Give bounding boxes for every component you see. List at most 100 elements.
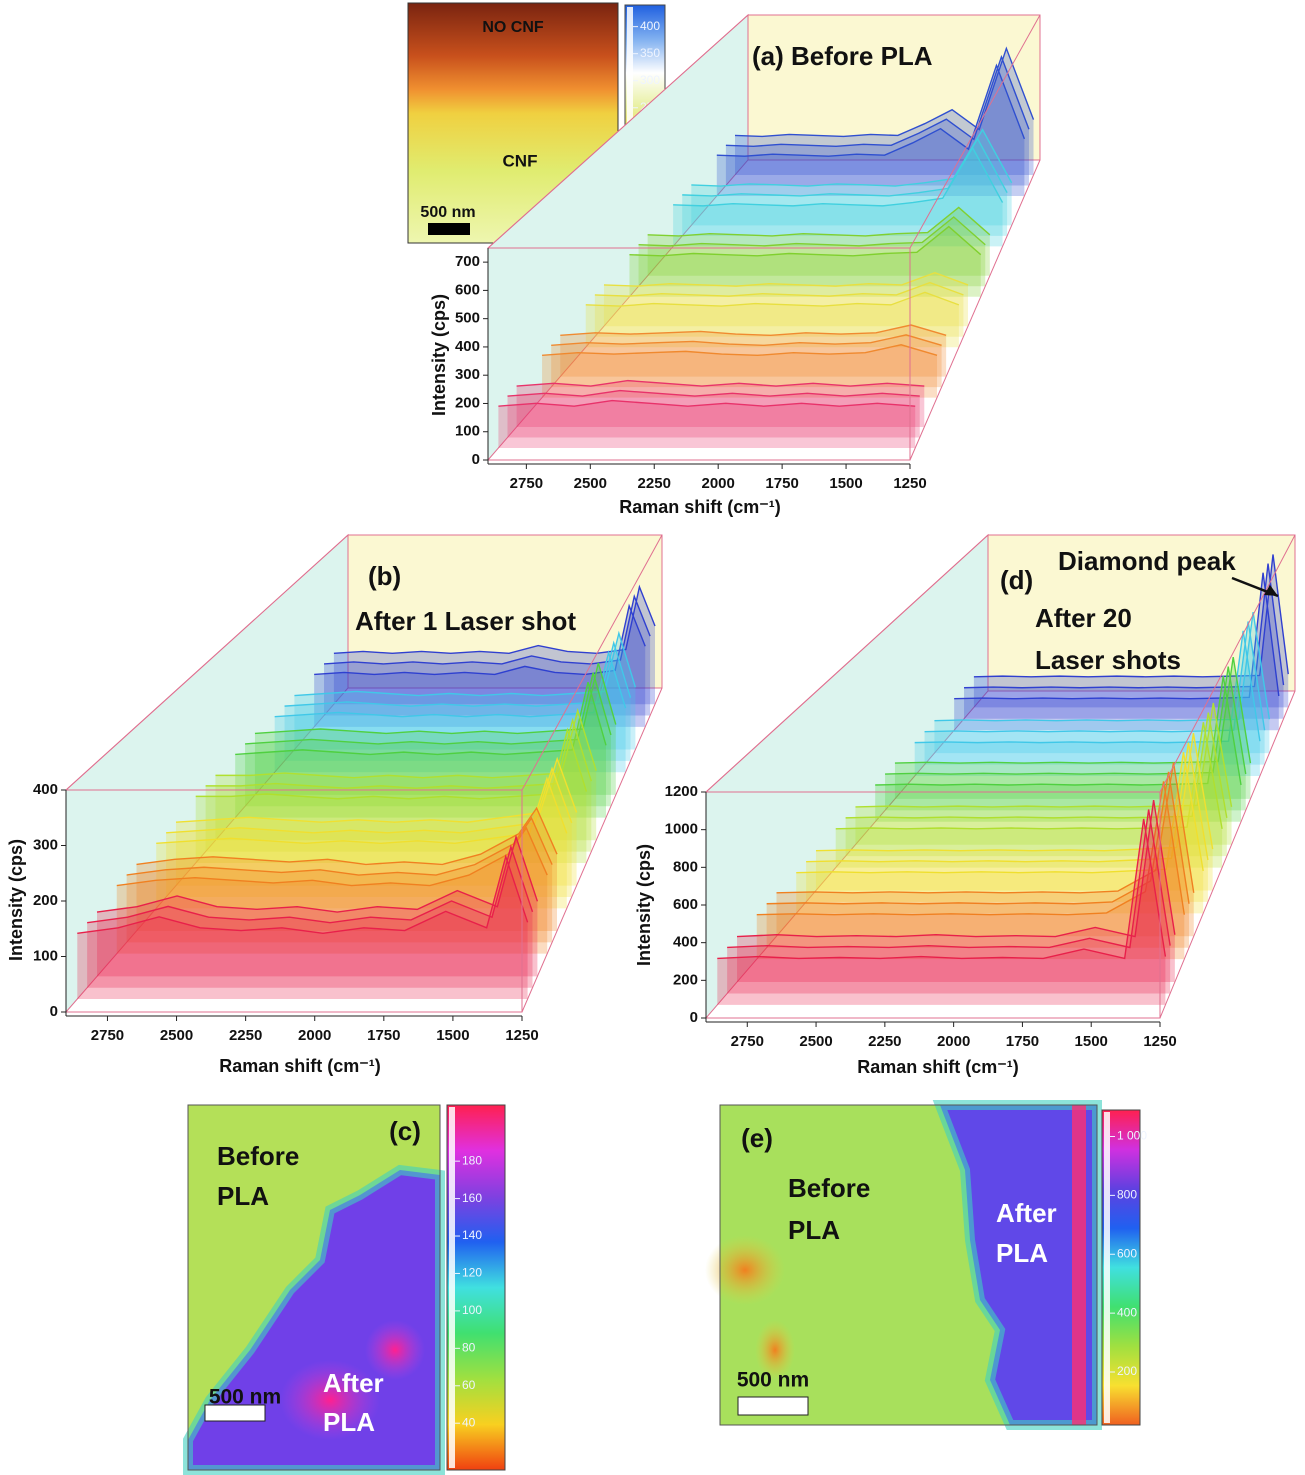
- layer-line: [964, 563, 1285, 689]
- layer-line: [205, 717, 592, 789]
- panel-title: (d): [1000, 565, 1033, 595]
- y-tick-label: 200: [455, 394, 480, 411]
- layer-line: [507, 389, 920, 397]
- layer-line: [498, 399, 916, 407]
- box-edge: [521, 534, 663, 791]
- map-label: Before: [788, 1173, 870, 1203]
- x-tick-label: 1500: [436, 1027, 469, 1044]
- y-tick-label: 300: [33, 836, 58, 853]
- map-a: NO CNF CNF 500 nm: [407, 2, 619, 244]
- x-axis-title: Raman shift (cm⁻¹): [857, 1057, 1019, 1077]
- layer-line: [136, 806, 558, 866]
- layer-line: [77, 854, 529, 934]
- y-tick-label: 200: [673, 971, 698, 988]
- y-tick-label: 400: [33, 781, 58, 798]
- colorbar-tick-label: 600: [1117, 1246, 1137, 1260]
- scale-bar-label: 500 nm: [737, 1369, 809, 1392]
- layer-line: [333, 584, 656, 655]
- box-edge: [487, 14, 749, 249]
- x-tick-label: 2500: [160, 1027, 193, 1044]
- box-edge: [521, 687, 663, 1013]
- y-tick-label: 200: [33, 892, 58, 909]
- layer-area: [806, 742, 1208, 902]
- layer-area: [796, 752, 1204, 914]
- layer-line: [516, 379, 925, 387]
- layer-area: [235, 682, 606, 818]
- layer-line: [126, 816, 553, 876]
- colorbar-tick-label: 140: [462, 1228, 482, 1242]
- layer-line: [542, 344, 938, 357]
- layer-area: [215, 710, 597, 841]
- y-tick-label: 100: [455, 423, 480, 440]
- layer-line: [924, 621, 1266, 733]
- x-axis-title: Raman shift (cm⁻¹): [619, 497, 781, 517]
- colorbar-tick-label: 800: [1117, 1188, 1137, 1202]
- x-tick-label: 2250: [229, 1027, 262, 1044]
- colorbar-edge: [1104, 1112, 1110, 1423]
- layer-line: [96, 834, 539, 913]
- y-axis-title: Intensity (cps): [429, 294, 449, 416]
- panel-subtitle: After 20: [1035, 603, 1132, 633]
- layer-area: [716, 65, 1025, 196]
- colorbar-tick-label: 100: [462, 1303, 482, 1317]
- y-tick-label: 0: [50, 1003, 58, 1020]
- x-tick-label: 1250: [893, 475, 926, 492]
- scale-bar-label: 500 nm: [420, 204, 475, 221]
- layer-area: [594, 282, 964, 337]
- layer-area: [560, 325, 947, 377]
- layer-area: [87, 846, 533, 988]
- layer-line: [603, 272, 969, 287]
- layer-line: [673, 146, 1004, 207]
- x-tick-label: 2000: [701, 475, 734, 492]
- x-tick-label: 2000: [937, 1033, 970, 1050]
- x-tick-label: 2500: [574, 475, 607, 492]
- layer-line: [954, 572, 1280, 700]
- layer-line: [806, 742, 1209, 863]
- y-tick-label: 600: [455, 281, 480, 298]
- layer-line: [594, 281, 964, 297]
- layer-line: [175, 756, 578, 823]
- colorbar-tick-label: 400: [640, 19, 660, 33]
- panel-subtitle: Laser shots: [1035, 645, 1181, 675]
- layer-line: [195, 727, 588, 800]
- panel-title: (b): [368, 561, 401, 591]
- colorbar-tick-label: 300: [640, 73, 660, 87]
- y-tick-label: 400: [455, 338, 480, 355]
- colorbar-tick-label: 60: [462, 1378, 476, 1392]
- panel-label: (e): [741, 1123, 773, 1153]
- layer-area: [175, 758, 577, 886]
- map-label: PLA: [788, 1215, 840, 1245]
- x-tick-label: 1750: [765, 475, 798, 492]
- box-edge: [909, 14, 1041, 249]
- y-tick-label: 400: [673, 934, 698, 951]
- layer-area: [166, 768, 572, 897]
- layer-area: [815, 733, 1213, 891]
- box-edge: [65, 534, 349, 791]
- y-tick-label: 0: [690, 1009, 698, 1026]
- layer-line: [274, 649, 627, 718]
- layer-line: [756, 781, 1185, 916]
- map-stripe: [1072, 1105, 1086, 1425]
- box-edge: [909, 159, 1041, 461]
- layer-area: [835, 722, 1223, 868]
- layer-line: [835, 722, 1223, 830]
- layer-area: [498, 400, 916, 448]
- x-tick-label: 2750: [731, 1033, 764, 1050]
- y-tick-label: 500: [455, 310, 480, 327]
- y-tick-label: 100: [33, 947, 58, 964]
- x-tick-label: 1750: [367, 1027, 400, 1044]
- layer-line: [914, 630, 1261, 744]
- layer-area: [673, 147, 1003, 247]
- layer-area: [77, 856, 528, 1000]
- layer-line: [323, 594, 651, 665]
- layer-area: [551, 334, 942, 388]
- box-edge: [1159, 690, 1296, 1019]
- layer-line: [314, 603, 646, 676]
- scale-bar: [428, 223, 470, 235]
- layer-line: [629, 225, 982, 257]
- colorbar: [446, 1104, 506, 1471]
- y-tick-label: 800: [673, 858, 698, 875]
- layer-line: [885, 666, 1247, 775]
- map-c: (c) Before PLA After PLA 500 nm: [183, 1104, 445, 1475]
